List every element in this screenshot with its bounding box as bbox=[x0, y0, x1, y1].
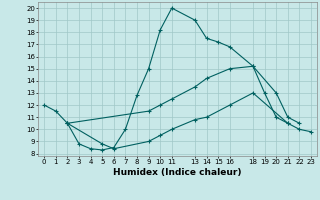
X-axis label: Humidex (Indice chaleur): Humidex (Indice chaleur) bbox=[113, 168, 242, 177]
